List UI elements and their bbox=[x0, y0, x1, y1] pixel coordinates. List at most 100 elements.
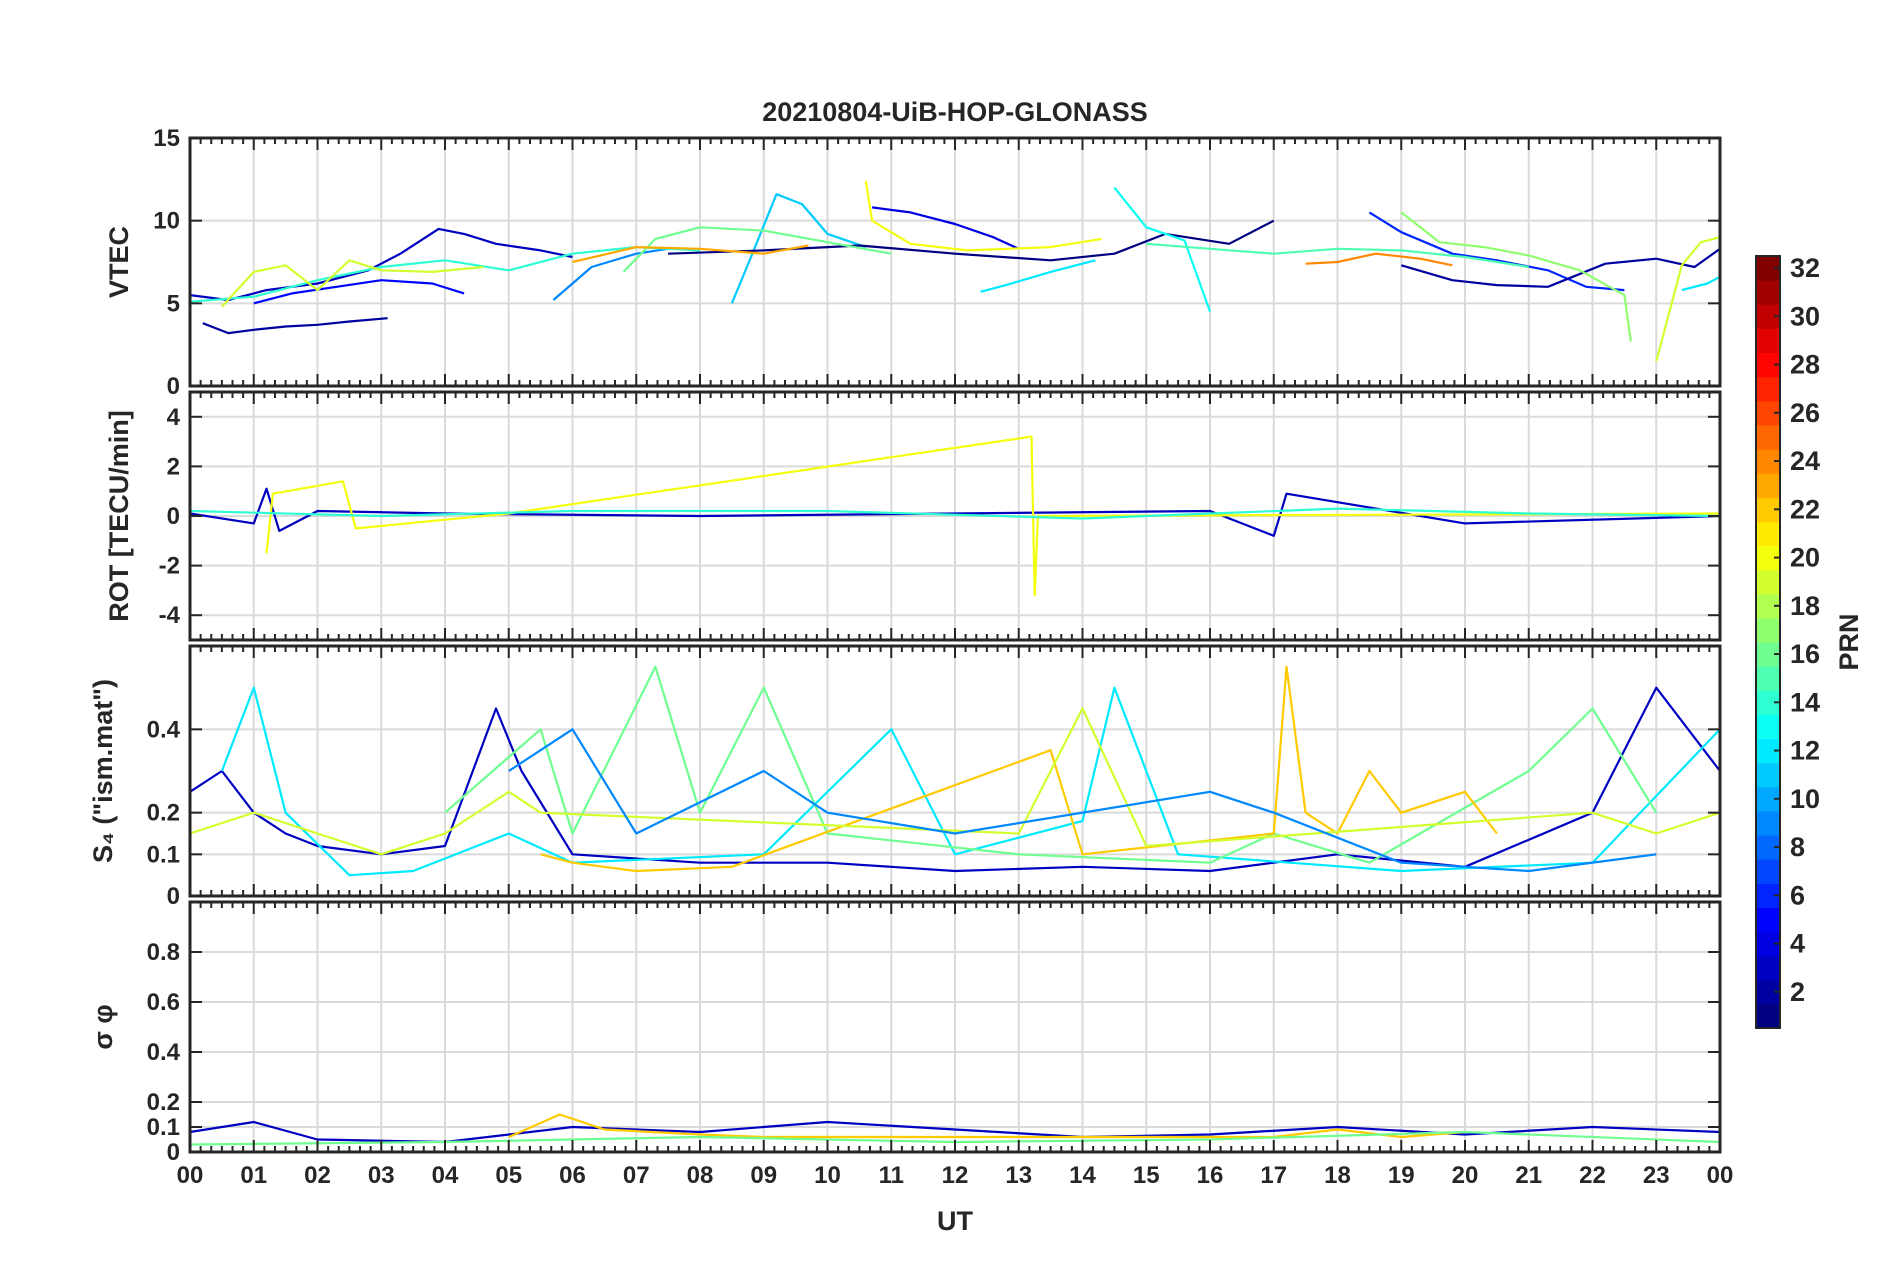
x-tick-label: 20 bbox=[1452, 1162, 1479, 1189]
x-tick-label: 09 bbox=[750, 1162, 777, 1189]
colorbar-segment-21 bbox=[1756, 521, 1780, 547]
colorbar-segment-25 bbox=[1756, 424, 1780, 450]
series-line-prn-14 bbox=[190, 507, 1720, 520]
series-line-prn-20 bbox=[864, 180, 1102, 252]
series-line-prn-22 bbox=[540, 665, 1498, 873]
series-line-prn-5 bbox=[253, 279, 465, 305]
series-line-prn-9 bbox=[508, 728, 1657, 873]
x-tick-label: 19 bbox=[1388, 1162, 1415, 1189]
x-tick-label: 01 bbox=[240, 1162, 267, 1189]
y-axis-label: S₄ ("ism.mat") bbox=[88, 679, 118, 863]
panel-4: 00.10.2 0.4 0.6 0.8 σ φ bbox=[88, 900, 1722, 1166]
series-line-prn-9 bbox=[552, 247, 669, 301]
x-tick-label: 03 bbox=[368, 1162, 395, 1189]
series-line-prn-14 bbox=[190, 246, 701, 303]
y-tick-label: 0.8 bbox=[147, 939, 180, 966]
x-tick-label: 14 bbox=[1069, 1162, 1096, 1189]
x-tick-label: 11 bbox=[879, 1162, 904, 1189]
x-tick-label: 21 bbox=[1515, 1162, 1542, 1189]
colorbar-tick-label: 28 bbox=[1790, 350, 1820, 380]
y-tick-label: 0.2 bbox=[147, 800, 180, 827]
colorbar-tick-label: 10 bbox=[1790, 784, 1820, 814]
colorbar-segment-19 bbox=[1756, 569, 1780, 595]
y-tick-label: -2 bbox=[159, 553, 180, 580]
series-line-prn-19 bbox=[221, 259, 484, 308]
x-tick-label: 17 bbox=[1260, 1162, 1287, 1189]
panel-frame bbox=[188, 390, 1722, 642]
colorbar-segment-3 bbox=[1756, 955, 1780, 981]
series-group bbox=[190, 665, 1720, 877]
y-tick-label: 0.1 bbox=[147, 841, 180, 868]
series-line-prn-23 bbox=[572, 244, 809, 264]
x-tick-label: 12 bbox=[942, 1162, 969, 1189]
x-tick-label: 07 bbox=[623, 1162, 650, 1189]
colorbar-segment-1 bbox=[1756, 1003, 1780, 1029]
series-line-prn-12 bbox=[1681, 275, 1720, 292]
y-tick-label: 0.1 bbox=[147, 1114, 180, 1141]
x-tick-label: 00 bbox=[1707, 1162, 1734, 1189]
colorbar-tick-label: 20 bbox=[1790, 543, 1820, 573]
colorbar-tick-label: 12 bbox=[1790, 736, 1820, 766]
colorbar-tick-label: 26 bbox=[1790, 398, 1820, 428]
series-line-prn-12 bbox=[220, 686, 1720, 877]
colorbar-tick-label: 22 bbox=[1790, 494, 1820, 524]
y-tick-label: 15 bbox=[153, 125, 180, 152]
panel-frame bbox=[188, 644, 1722, 898]
series-line-prn-2 bbox=[1400, 247, 1720, 288]
series-line-prn-16 bbox=[444, 665, 1658, 864]
colorbar-tick-label: 6 bbox=[1790, 880, 1805, 910]
colorbar-segment-31 bbox=[1756, 280, 1780, 305]
x-tick-label: 08 bbox=[687, 1162, 714, 1189]
panel-frame bbox=[188, 900, 1722, 1154]
x-tick-label: 10 bbox=[814, 1162, 841, 1189]
y-tick-label: 5 bbox=[167, 290, 180, 317]
series-line-prn-15 bbox=[1146, 242, 1529, 269]
panel-3: 0 0.1 0.2 0.4 S₄ ("ism.mat") bbox=[88, 644, 1722, 910]
x-axis-label: UT bbox=[937, 1206, 973, 1236]
colorbar-segment-29 bbox=[1756, 328, 1780, 354]
colorbar-label: PRN bbox=[1834, 613, 1864, 670]
colorbar-segment-13 bbox=[1756, 714, 1780, 740]
series-line-prn-24 bbox=[1305, 252, 1453, 267]
colorbar-segment-23 bbox=[1756, 473, 1780, 498]
colorbar-tick-label: 16 bbox=[1790, 639, 1820, 669]
panel-1: 0 5 10 15 VTEC bbox=[104, 125, 1722, 400]
y-tick-label: 2 bbox=[167, 453, 180, 480]
x-tick-label: 05 bbox=[495, 1162, 522, 1189]
colorbar-tick-label: 30 bbox=[1790, 301, 1820, 331]
y-tick-label: 10 bbox=[153, 208, 180, 235]
series-line-prn-19 bbox=[190, 707, 1720, 856]
colorbar-tick-label: 2 bbox=[1790, 977, 1805, 1007]
x-tick-label: 02 bbox=[304, 1162, 331, 1189]
series-line-prn-11 bbox=[730, 193, 867, 304]
colorbar-segment-15 bbox=[1756, 666, 1780, 691]
x-tick-label: 04 bbox=[432, 1162, 459, 1189]
x-tick-label: 22 bbox=[1579, 1162, 1606, 1189]
x-axis-ticks: 00 01 02 03 04 05 06 07 08 09 10 11 12 13 14 15 16 17 18 19… bbox=[177, 1162, 1734, 1189]
series-group bbox=[190, 180, 1720, 362]
series-group bbox=[190, 435, 1720, 597]
x-tick-label: 13 bbox=[1005, 1162, 1032, 1189]
series-line-prn-19 bbox=[1655, 236, 1720, 362]
series-line-prn-3 bbox=[190, 487, 1720, 537]
y-axis-label: σ φ bbox=[88, 1004, 118, 1049]
colorbar-tick-label: 18 bbox=[1790, 591, 1820, 621]
colorbar-tick-label: 8 bbox=[1790, 832, 1805, 862]
colorbar-tick-label: 14 bbox=[1790, 687, 1820, 717]
y-tick-label: 0.6 bbox=[147, 989, 180, 1016]
colorbar-tick-label: 4 bbox=[1790, 929, 1805, 959]
x-tick-label: 06 bbox=[559, 1162, 586, 1189]
y-axis-label: ROT [TECU/min] bbox=[104, 410, 134, 621]
series-line-prn-3 bbox=[190, 227, 573, 302]
colorbar-segment-27 bbox=[1756, 376, 1780, 402]
y-tick-label: 0.2 bbox=[147, 1089, 180, 1116]
x-tick-label: 23 bbox=[1643, 1162, 1670, 1189]
colorbar-segment-5 bbox=[1756, 907, 1780, 933]
x-tick-label: 18 bbox=[1324, 1162, 1351, 1189]
panel-2: -4 -2 0 2 4 ROT [TECU/min] bbox=[104, 390, 1722, 642]
series-line-prn-13 bbox=[1113, 186, 1212, 312]
x-tick-label: 00 bbox=[177, 1162, 204, 1189]
